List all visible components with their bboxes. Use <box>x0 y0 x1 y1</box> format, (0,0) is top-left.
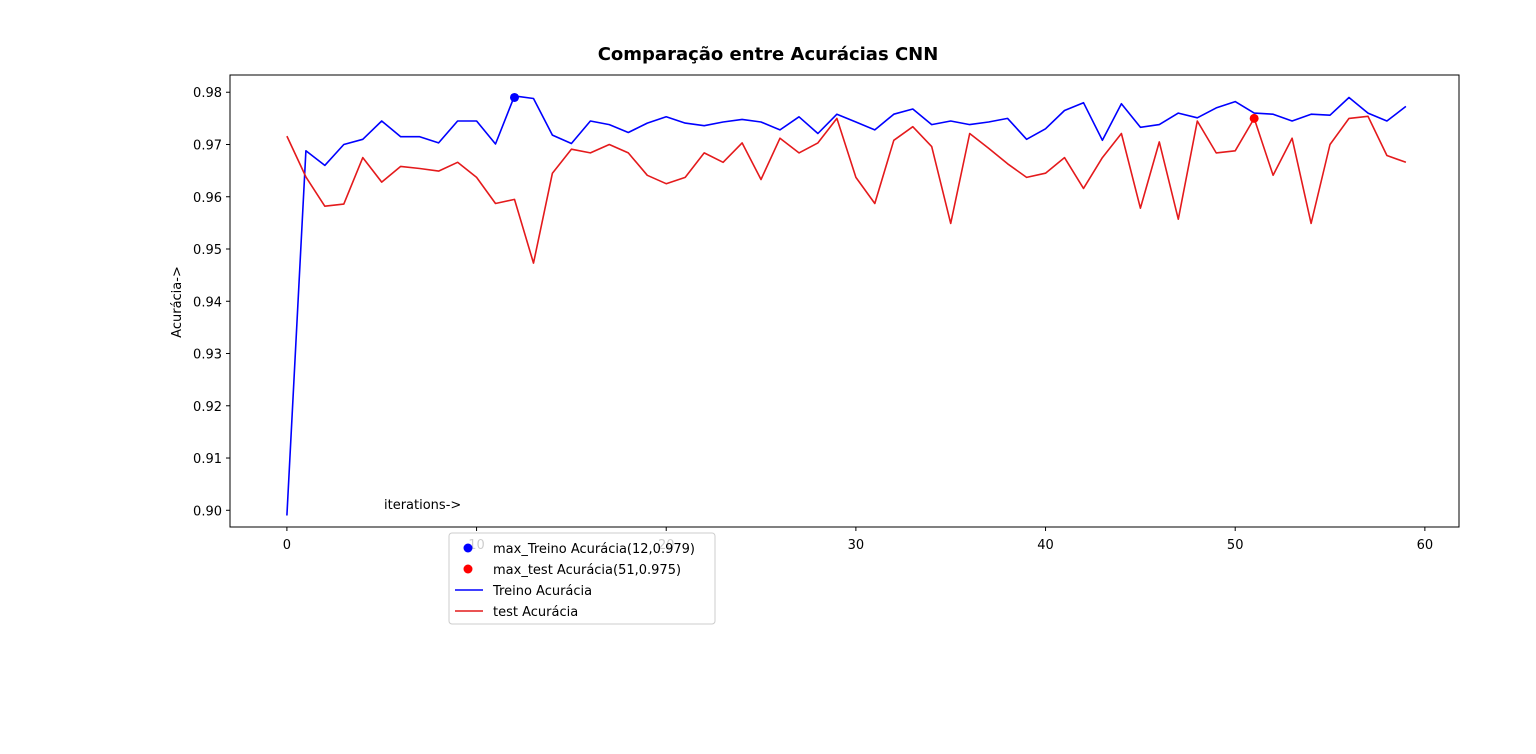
y-axis-label: Acurácia-> <box>170 266 185 338</box>
legend-item-max-test-swatch <box>463 564 473 574</box>
axes: 01020304050600.900.910.920.930.940.950.9… <box>193 74 1460 553</box>
legend: max_Treino Acurácia(12,0.979) max_test Ac… <box>448 532 716 625</box>
x-tick-label: 40 <box>1037 538 1054 553</box>
y-tick-label: 0.94 <box>193 295 222 310</box>
y-tick-label: 0.90 <box>193 504 222 519</box>
x-tick-label: 60 <box>1417 538 1434 553</box>
x-axis-label: iterations-> <box>384 498 461 513</box>
y-tick-label: 0.92 <box>193 400 222 415</box>
legend-item-max-treino-label: max_Treino Acurácia(12,0.979) <box>493 542 695 557</box>
legend-item-max-treino-swatch <box>463 543 473 553</box>
y-tick-label: 0.96 <box>193 191 222 206</box>
series-line-treino <box>286 95 1407 516</box>
legend-item-max-test-label: max_test Acurácia(51,0.975) <box>493 563 681 578</box>
y-tick-label: 0.91 <box>193 452 222 467</box>
legend-item-test-label: test Acurácia <box>493 605 578 620</box>
x-tick-label: 30 <box>848 538 865 553</box>
y-tick-label: 0.95 <box>193 243 222 258</box>
max-marker-test <box>1249 113 1259 123</box>
max-marker-treino <box>509 92 519 102</box>
chart-title: Comparação entre Acurácias CNN <box>598 44 939 65</box>
y-tick-label: 0.97 <box>193 138 222 153</box>
legend-item-treino-label: Treino Acurácia <box>492 584 592 599</box>
series-line-test <box>286 115 1407 264</box>
x-tick-label: 50 <box>1227 538 1244 553</box>
legend-frame <box>448 532 716 625</box>
y-tick-label: 0.98 <box>193 86 222 101</box>
y-tick-label: 0.93 <box>193 348 222 363</box>
plot-area <box>286 92 1407 516</box>
x-tick-label: 0 <box>283 538 291 553</box>
